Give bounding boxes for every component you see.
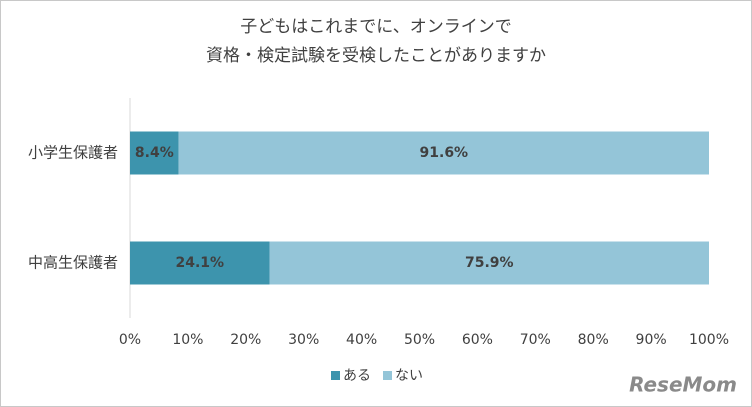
- data-label: 75.9%: [465, 255, 514, 271]
- legend-label: ある: [343, 368, 371, 384]
- chart-title: 資格・検定試験を受検したことがありますか: [206, 46, 546, 66]
- bar-segment: [130, 131, 179, 175]
- legend-swatch: [383, 371, 392, 380]
- watermark: ReseMom: [629, 373, 737, 397]
- x-tick-label: 30%: [288, 332, 319, 348]
- x-tick-label: 40%: [346, 332, 377, 348]
- x-tick-label: 100%: [689, 332, 729, 348]
- y-tick-label: 小学生保護者: [28, 144, 118, 162]
- legend-label: ない: [395, 368, 423, 384]
- x-tick-label: 80%: [578, 332, 609, 348]
- x-tick-label: 70%: [520, 332, 551, 348]
- data-label: 24.1%: [175, 255, 224, 271]
- bar-segment: [130, 241, 270, 285]
- x-tick-label: 20%: [230, 332, 261, 348]
- legend-swatch: [331, 371, 340, 380]
- x-tick-label: 50%: [404, 332, 435, 348]
- x-tick-label: 90%: [636, 332, 667, 348]
- chart-title: 子どもはこれまでに、オンラインで: [240, 17, 512, 37]
- data-label: 8.4%: [135, 145, 174, 161]
- x-tick-label: 10%: [172, 332, 203, 348]
- y-tick-label: 中高生保護者: [28, 254, 118, 272]
- bar-segment: [269, 241, 709, 285]
- x-tick-label: 60%: [462, 332, 493, 348]
- x-tick-label: 0%: [119, 332, 141, 348]
- bar-segment: [178, 131, 710, 175]
- data-label: 91.6%: [420, 145, 469, 161]
